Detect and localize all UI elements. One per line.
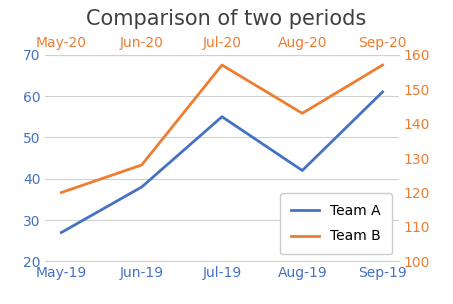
Team B <box>299 112 305 115</box>
Team A <box>58 231 64 234</box>
Line: Team B: Team B <box>61 65 383 192</box>
Team A <box>219 115 225 119</box>
Team B <box>219 63 225 67</box>
Line: Team A: Team A <box>61 92 383 233</box>
Team A <box>299 169 305 172</box>
Text: Comparison of two periods: Comparison of two periods <box>87 9 366 29</box>
Team B <box>58 191 64 194</box>
Team B <box>139 163 145 167</box>
Team A <box>139 185 145 189</box>
Team A <box>380 90 386 94</box>
Legend: Team A, Team B: Team A, Team B <box>280 193 392 254</box>
Team B <box>380 63 386 67</box>
